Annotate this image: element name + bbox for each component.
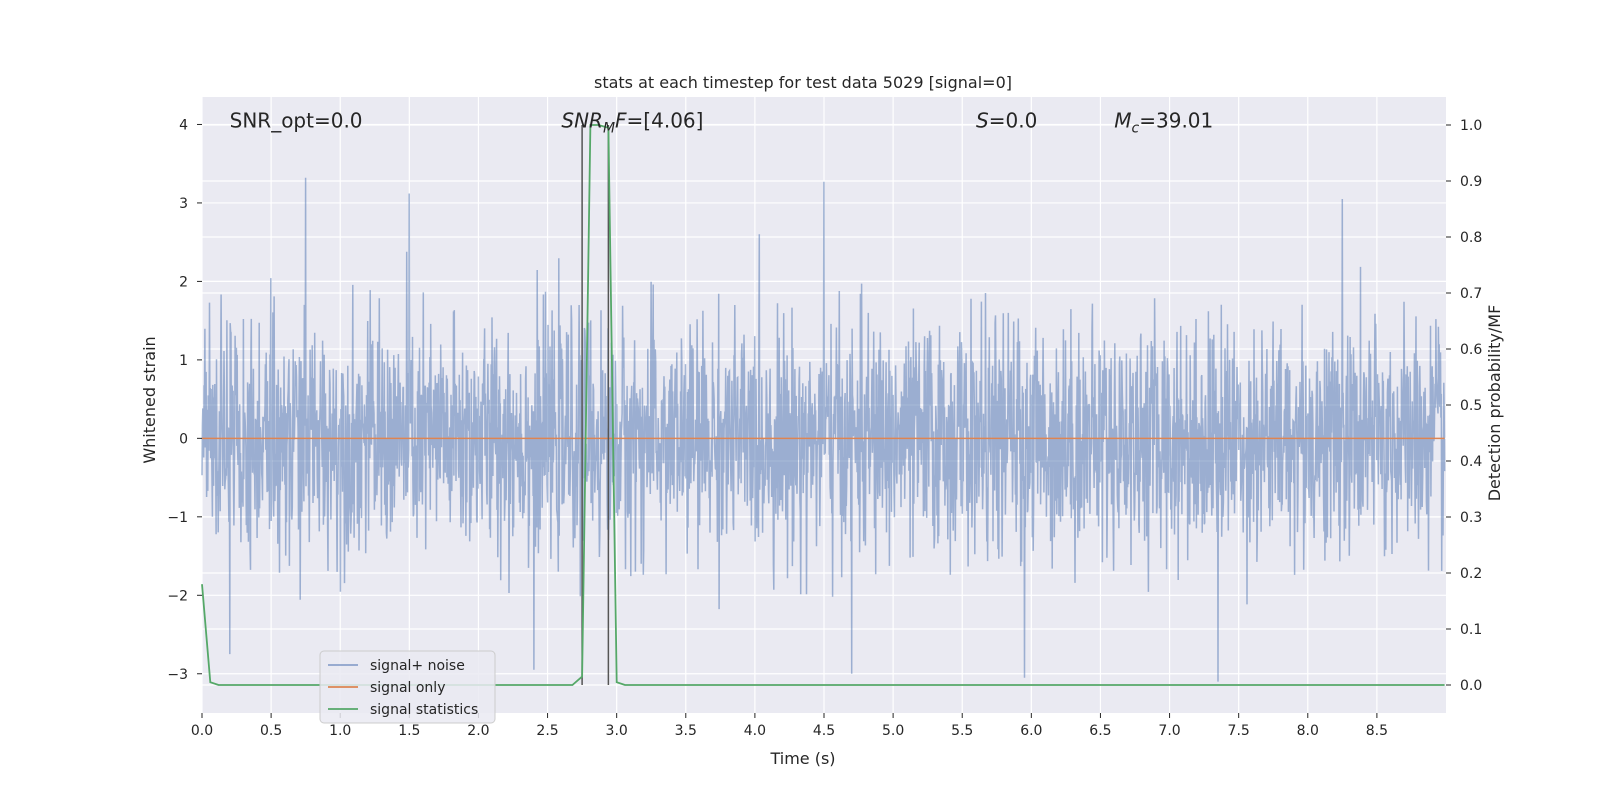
y2-tick-label: 0.7	[1460, 286, 1482, 302]
legend: signal+ noise signal only signal statistic…	[319, 650, 496, 724]
chart-title: stats at each timestep for test data 502…	[594, 73, 1012, 92]
y2-tick-label: 0.3	[1460, 510, 1482, 526]
y-tick-label: 2	[179, 274, 188, 290]
x-tick-label: 3.5	[675, 723, 697, 739]
y-tick-label: −2	[167, 588, 188, 604]
y2-tick-label: 0.5	[1460, 398, 1482, 414]
y2-tick-label: 0.1	[1460, 622, 1482, 638]
series-lines	[201, 124, 1445, 686]
x-tick-label: 4.0	[744, 723, 766, 739]
x-tick-label: 8.5	[1366, 723, 1388, 739]
y-axis-label: Whitened strain	[140, 336, 159, 463]
legend-label: signal only	[370, 680, 445, 696]
x-tick-label: 0.5	[260, 723, 282, 739]
x-tick-label: 5.0	[882, 723, 904, 739]
x-tick-label: 1.0	[329, 723, 351, 739]
x-tick-label: 5.5	[951, 723, 973, 739]
stat-annotation: Mc=39.01	[1114, 109, 1213, 137]
x-tick-label: 7.0	[1158, 723, 1180, 739]
y2-tick-label: 0.2	[1460, 566, 1482, 582]
y2-tick-label: 1.0	[1460, 118, 1482, 134]
y-tick-label: 0	[179, 431, 188, 447]
annotations: SNR_opt=0.0 SNRMF=[4.06] S=0.0 Mc=39.01	[230, 109, 1214, 137]
signal-statistics-line	[201, 124, 1445, 686]
signal-noise-line	[201, 177, 1446, 682]
y2-tick-label: 0.6	[1460, 342, 1482, 358]
y-tick-label: 4	[179, 117, 188, 133]
x-tick-label: 8.0	[1297, 723, 1319, 739]
y2-tick-label: 0.9	[1460, 174, 1482, 190]
x-tick-label: 6.5	[1089, 723, 1111, 739]
y2-axis-label: Detection probability/MF	[1485, 305, 1504, 502]
y2-axis-ticks: 0.0 0.1 0.2 0.3 0.4 0.5 0.6 0.7 0.8 0.9 1.0	[1446, 118, 1482, 694]
x-axis-label: Time (s)	[769, 749, 835, 768]
y-tick-label: −3	[167, 667, 188, 683]
x-tick-label: 0.0	[191, 723, 213, 739]
y2-tick-label: 0.8	[1460, 230, 1482, 246]
y2-tick-label: 0.0	[1460, 678, 1482, 694]
x-tick-label: 2.0	[467, 723, 489, 739]
x-axis-ticks: 0.0 0.5 1.0 1.5 2.0 2.5 3.0 3.5 4.0 4.5 5.0 5.5 6.0 6…	[191, 713, 1388, 739]
y2-tick-label: 0.4	[1460, 454, 1482, 470]
y-axis-ticks: −3 −2 −1 0 1 2 3 4	[167, 117, 202, 683]
y-tick-label: 3	[179, 196, 188, 212]
x-tick-label: 1.5	[398, 723, 420, 739]
legend-label: signal statistics	[370, 702, 478, 718]
x-tick-label: 7.5	[1228, 723, 1250, 739]
y-tick-label: −1	[167, 510, 188, 526]
x-tick-label: 4.5	[813, 723, 835, 739]
stat-annotation: S=0.0	[976, 109, 1037, 133]
stat-annotation: SNRMF=[4.06]	[561, 109, 703, 137]
y-tick-label: 1	[179, 353, 188, 369]
legend-box	[319, 650, 496, 724]
series-signal-noise	[201, 177, 1446, 682]
x-tick-label: 2.5	[536, 723, 558, 739]
x-tick-label: 6.0	[1020, 723, 1042, 739]
stat-annotation: SNR_opt=0.0	[230, 109, 363, 133]
x-tick-label: 3.0	[606, 723, 628, 739]
legend-label: signal+ noise	[370, 658, 465, 674]
